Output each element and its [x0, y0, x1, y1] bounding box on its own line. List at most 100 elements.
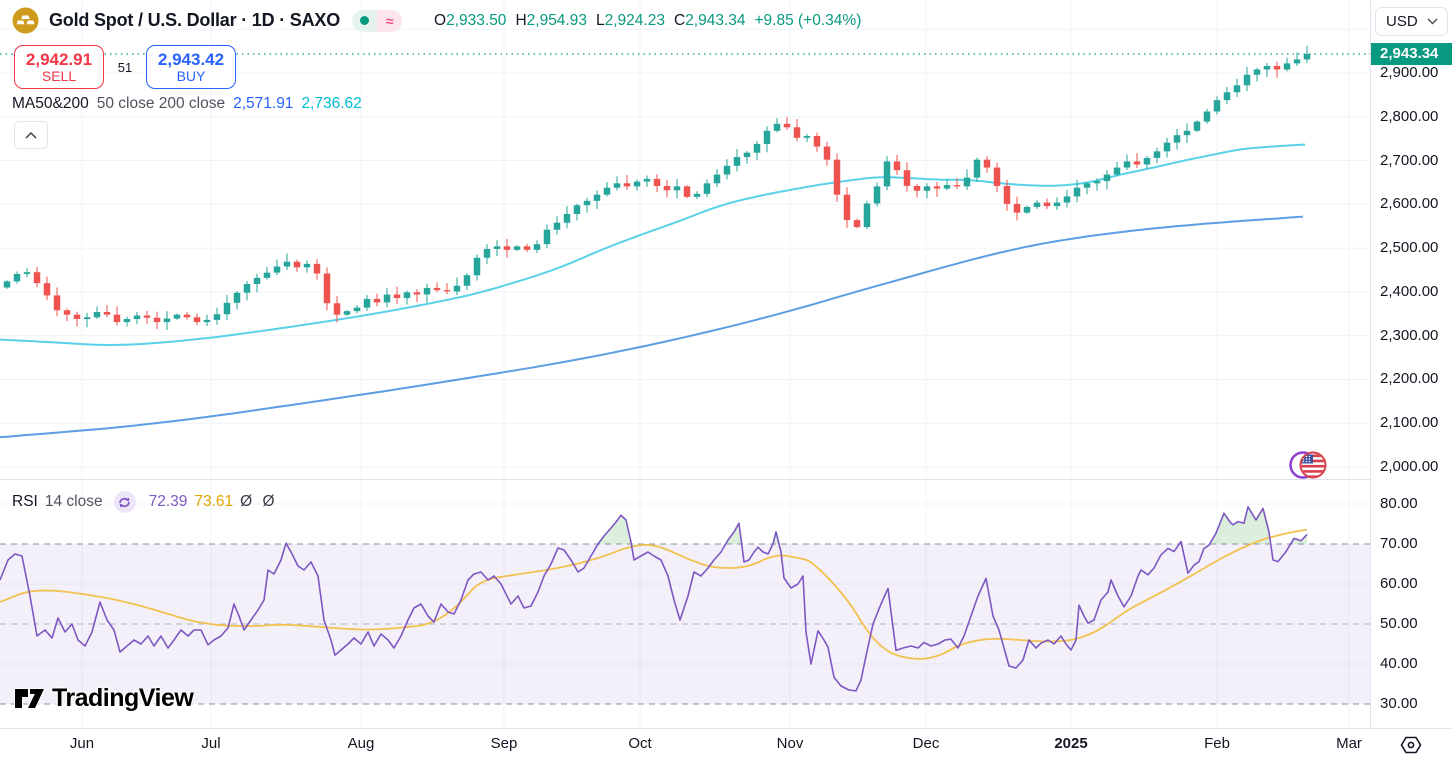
time-axis[interactable]: Jun Jul Aug Sep Oct Nov Dec 2025 Feb Mar [0, 729, 1452, 758]
candle-body [773, 123, 781, 131]
rsi-sync-icon [113, 491, 136, 513]
open-label: O [434, 11, 447, 29]
candle-body [523, 246, 531, 250]
buy-price: 2,943.42 [157, 49, 225, 69]
buy-button[interactable]: 2,943.42 BUY [146, 45, 236, 89]
candle-body [1113, 167, 1121, 175]
settings-hexagon-icon[interactable] [1399, 733, 1423, 757]
candle-body [803, 136, 811, 138]
candle-body [1193, 121, 1201, 131]
close-value: 2,943.34 [685, 11, 746, 29]
candle-body [1073, 187, 1081, 197]
ma-title: MA50&200 [12, 95, 89, 112]
candle-body [653, 178, 661, 186]
rsi-indicator-pane[interactable] [0, 480, 1371, 728]
candle-body [103, 312, 111, 315]
candle-body [33, 272, 41, 284]
candle-body [453, 285, 461, 292]
candle-body [923, 186, 931, 191]
time-axis-label-aug: Aug [347, 735, 375, 752]
candle-body [73, 314, 81, 320]
candle-body [1063, 196, 1071, 203]
time-axis-label-2025: 2025 [1054, 735, 1088, 752]
symbol-logo-watermark [1289, 451, 1327, 479]
rsi-axis-label: 50.00 [1380, 615, 1418, 632]
candle-body [1023, 206, 1031, 213]
candle-body [643, 178, 651, 182]
candle-body [733, 157, 741, 166]
price-axis-label: 2,700.00 [1380, 151, 1439, 169]
price-axis-label: 2,400.00 [1380, 282, 1439, 300]
candle-body [843, 194, 851, 221]
symbol-header: Gold Spot / U.S. Dollar · 1D · SAXO ≈ O 2… [12, 7, 861, 34]
rsi-ma-value: 73.61 [194, 493, 234, 510]
candle-body [1243, 74, 1251, 86]
spread-value: 51 [117, 59, 133, 75]
price-axis-label: 2,500.00 [1380, 239, 1439, 257]
candle-body [233, 292, 241, 303]
tradingview-logo[interactable]: TradingView [14, 684, 194, 713]
candle-body [1093, 181, 1101, 184]
time-axis-label-dec: Dec [912, 735, 940, 752]
sell-button[interactable]: 2,942.91 SELL [14, 45, 104, 89]
candle-body [443, 290, 451, 292]
collapse-legend-button[interactable] [14, 121, 48, 149]
candle-body [23, 272, 31, 274]
candle-body [533, 244, 541, 250]
candle-body [313, 263, 321, 274]
candle-body [1263, 65, 1271, 70]
rsi-band-values: Ø Ø [240, 493, 278, 510]
candle-body [763, 130, 771, 144]
candle-body [83, 317, 91, 320]
pane-separator[interactable] [0, 479, 1452, 480]
chevron-down-icon [1427, 18, 1438, 25]
currency-label: USD [1386, 13, 1418, 30]
candle-body [513, 246, 521, 250]
candle-body [403, 292, 411, 299]
candles-layer [3, 45, 1311, 330]
high-value: 2,954.93 [526, 11, 587, 29]
price-axis[interactable]: USD 2,943.34 2,900.00 2,800.00 2,700.00 2,6… [1371, 0, 1452, 728]
current-price-tag: 2,943.34 [1371, 43, 1452, 66]
candle-body [1253, 69, 1261, 75]
candle-body [713, 174, 721, 184]
candle-body [163, 318, 171, 323]
rsi-axis-label: 80.00 [1380, 495, 1418, 512]
candle-body [633, 181, 641, 187]
time-axis-label-nov: Nov [776, 735, 804, 752]
candle-body [13, 273, 21, 282]
ma-indicator-legend[interactable]: MA50&200 50 close 200 close 2,571.91 2,7… [12, 95, 362, 113]
candle-body [303, 263, 311, 268]
candle-body [1173, 135, 1181, 143]
rsi-overbought-fill [1290, 534, 1307, 544]
candle-body [1163, 142, 1171, 152]
candle-body [723, 165, 731, 175]
candle-body [1123, 161, 1131, 168]
candle-body [863, 203, 871, 228]
tradingview-wordmark: TradingView [52, 684, 194, 712]
rsi-axis-label: 70.00 [1380, 535, 1418, 552]
candle-body [143, 315, 151, 318]
candle-body [1143, 157, 1151, 165]
candle-body [1133, 161, 1141, 165]
rsi-indicator-legend[interactable]: RSI 14 close 72.39 73.61 Ø Ø [12, 491, 278, 513]
candle-body [1203, 111, 1211, 122]
candle-body [933, 186, 941, 189]
currency-selector-button[interactable]: USD [1375, 7, 1448, 36]
candle-body [663, 185, 671, 191]
candle-body [853, 220, 861, 228]
low-label: L [595, 11, 605, 29]
candle-body [343, 311, 351, 315]
candle-body [1233, 85, 1241, 93]
price-axis-label: 2,600.00 [1380, 195, 1439, 213]
market-status-pill[interactable]: ≈ [352, 9, 403, 32]
candle-body [753, 143, 761, 153]
sell-label: SELL [41, 67, 77, 84]
candle-body [293, 261, 301, 268]
candle-body [823, 146, 831, 160]
candle-body [173, 314, 181, 319]
sell-price: 2,942.91 [25, 49, 93, 69]
symbol-title[interactable]: Gold Spot / U.S. Dollar · 1D · SAXO [49, 10, 341, 30]
candle-body [1003, 185, 1011, 204]
